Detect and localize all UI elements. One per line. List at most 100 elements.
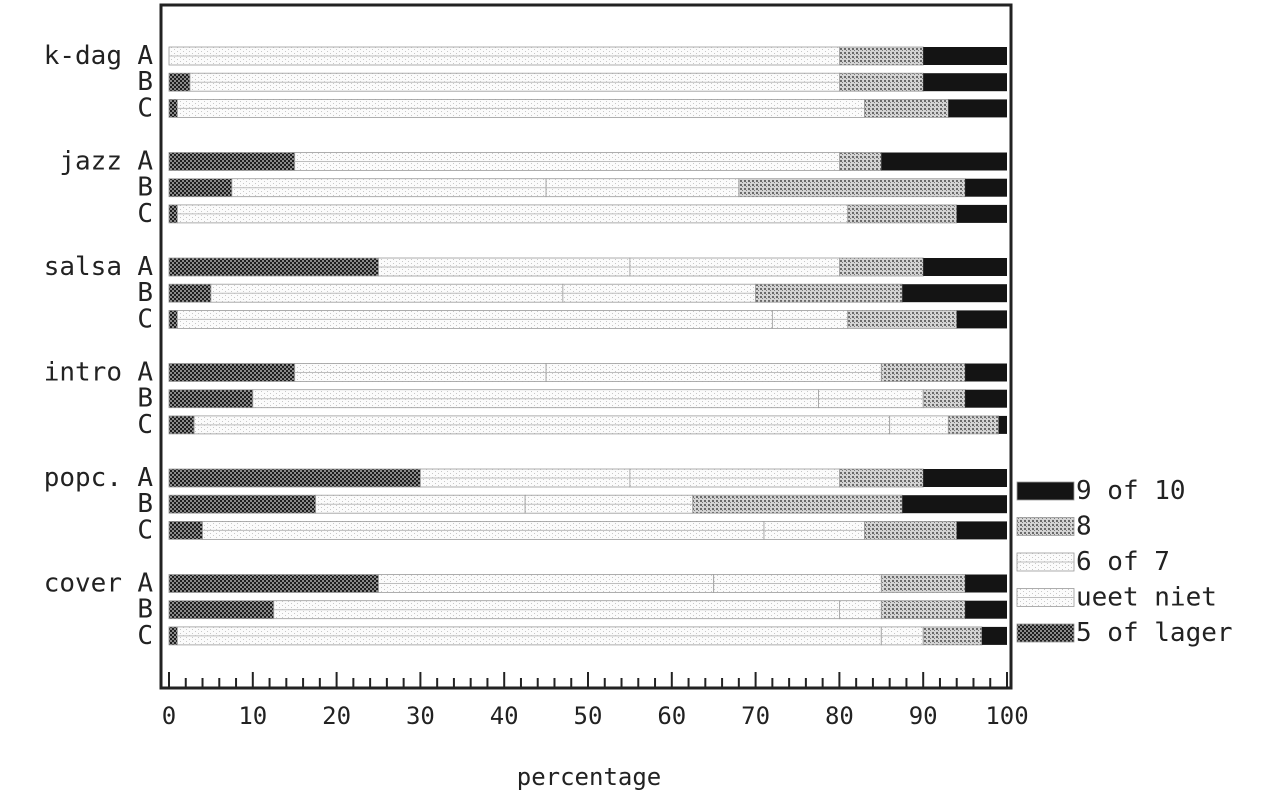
x-tick-label: 60 xyxy=(657,702,686,730)
bar-segment-k-dag-B-4 xyxy=(923,73,1007,92)
bar-segment-jazz-C-0 xyxy=(168,204,178,224)
bar-segment-k-dag-C-4 xyxy=(948,99,1007,118)
plot-frame xyxy=(159,3,1013,690)
row-label: C xyxy=(137,199,153,229)
bar-segment-intro-A-0 xyxy=(168,363,296,382)
bar-segment-popc-B-3 xyxy=(692,494,903,514)
row-label: C xyxy=(137,621,153,651)
bar-segment-popc-B-0 xyxy=(168,494,317,514)
x-tick-label: 70 xyxy=(741,702,770,730)
bar-segment-jazz-A-0 xyxy=(168,152,296,171)
bar-segment-k-dag-B-0 xyxy=(168,72,191,92)
row-label: B xyxy=(137,173,153,203)
legend-label: 5 of lager xyxy=(1076,618,1233,648)
bar-segment-cover-A-4 xyxy=(965,574,1007,593)
group-label: intro xyxy=(44,358,122,388)
group-label: salsa xyxy=(44,252,122,282)
bar-segment-intro-B-3 xyxy=(922,389,966,409)
x-tick-label: 0 xyxy=(162,702,176,730)
bar-segment-intro-A-3 xyxy=(880,363,966,382)
x-axis-ticks: 0 10 20 30 40 50 60 70 80 90 100 xyxy=(162,672,1029,730)
bar-segment-intro-C-3 xyxy=(947,415,1000,435)
bar-segment-cover-C-0 xyxy=(168,626,178,646)
x-tick-label: 10 xyxy=(238,702,267,730)
bar-segment-k-dag-A-4 xyxy=(923,47,1007,65)
bar-segment-k-dag-C-3 xyxy=(864,99,949,118)
row-label: C xyxy=(137,410,153,440)
bar-segment-popc-B-4 xyxy=(902,495,1007,514)
bar-segment-salsa-C-4 xyxy=(956,310,1007,329)
x-axis-title: percentage xyxy=(517,763,662,791)
bar-segment-k-dag-B-3 xyxy=(839,72,924,92)
bar-segment-popc-A-4 xyxy=(923,469,1007,487)
row-label: C xyxy=(137,515,153,545)
row-label: B xyxy=(137,595,153,625)
x-tick-label: 30 xyxy=(406,702,435,730)
bar-segment-salsa-C-3 xyxy=(847,309,958,329)
x-tick-label: 40 xyxy=(490,702,519,730)
row-label: B xyxy=(137,384,153,414)
row-label: A xyxy=(137,252,153,282)
row-label: A xyxy=(137,147,153,177)
bar-segment-jazz-C-3 xyxy=(847,204,958,224)
legend-swatch xyxy=(1016,481,1075,501)
bar-segment-cover-B-4 xyxy=(965,600,1007,619)
legend-swatch xyxy=(1016,517,1075,536)
group-label: cover xyxy=(44,569,122,599)
bar-segment-cover-A-3 xyxy=(880,574,966,593)
bar-segment-cover-B-3 xyxy=(880,600,966,620)
bar-segment-k-dag-A-3 xyxy=(839,46,924,66)
bar-segment-cover-A-0 xyxy=(168,574,379,593)
bar-segment-salsa-A-0 xyxy=(168,257,379,277)
bar-segment-salsa-B-0 xyxy=(168,283,212,303)
bar-segment-jazz-B-0 xyxy=(168,178,233,198)
bar-segment-salsa-C-0 xyxy=(168,309,178,329)
legend-label: 8 xyxy=(1076,512,1092,542)
row-label: A xyxy=(137,463,153,493)
bar-segment-salsa-A-4 xyxy=(923,258,1007,276)
row-label: C xyxy=(137,93,153,123)
bar-segment-intro-C-0 xyxy=(168,415,195,435)
x-tick-label: 80 xyxy=(825,702,854,730)
legend-label: ueet niet xyxy=(1076,583,1217,613)
bar-segment-popc-C-3 xyxy=(864,521,958,540)
bars-layer xyxy=(168,46,1007,646)
bar-segment-intro-B-4 xyxy=(965,389,1007,408)
bar-segment-salsa-A-3 xyxy=(839,257,924,277)
bar-segment-popc-A-0 xyxy=(168,468,421,488)
bar-segment-popc-A-3 xyxy=(839,468,924,488)
group-label: jazz xyxy=(59,147,122,177)
bar-segment-intro-A-4 xyxy=(965,363,1007,382)
row-label: A xyxy=(137,569,153,599)
bar-segment-cover-B-0 xyxy=(168,600,275,620)
bar-segment-k-dag-C-0 xyxy=(168,99,178,118)
row-label: A xyxy=(137,41,153,71)
x-tick-label: 100 xyxy=(985,702,1028,730)
bar-segment-salsa-B-3 xyxy=(755,283,903,303)
x-tick-label: 50 xyxy=(574,702,603,730)
bar-segment-jazz-A-4 xyxy=(881,152,1007,171)
x-tick-label: 20 xyxy=(322,702,351,730)
legend: 9 of 10 8 6 of 7 ueet niet 5 of lager xyxy=(1016,476,1233,648)
bar-segment-intro-B-0 xyxy=(168,389,254,409)
group-label: popc. xyxy=(44,463,122,493)
bar-segment-intro-C-4 xyxy=(998,415,1007,434)
group-label: k-dag xyxy=(44,41,122,71)
row-label: C xyxy=(137,304,153,334)
bar-segment-jazz-C-4 xyxy=(956,204,1007,223)
row-label: B xyxy=(137,278,153,308)
bar-segment-jazz-B-4 xyxy=(965,178,1007,197)
bar-segment-jazz-B-3 xyxy=(738,178,966,198)
row-label: B xyxy=(137,489,153,519)
row-label: A xyxy=(137,358,153,388)
bar-segment-jazz-A-3 xyxy=(839,152,882,171)
bar-segment-salsa-B-4 xyxy=(902,284,1007,303)
bar-segment-cover-C-4 xyxy=(981,626,1007,645)
legend-swatch xyxy=(1016,623,1075,643)
row-label: B xyxy=(137,67,153,97)
y-axis-labels: ABCk-dagABCjazzABCsalsaABCintroABCpopc.A… xyxy=(44,41,154,651)
x-tick-label: 90 xyxy=(909,702,938,730)
legend-label: 9 of 10 xyxy=(1076,476,1186,506)
legend-label: 6 of 7 xyxy=(1076,547,1170,577)
